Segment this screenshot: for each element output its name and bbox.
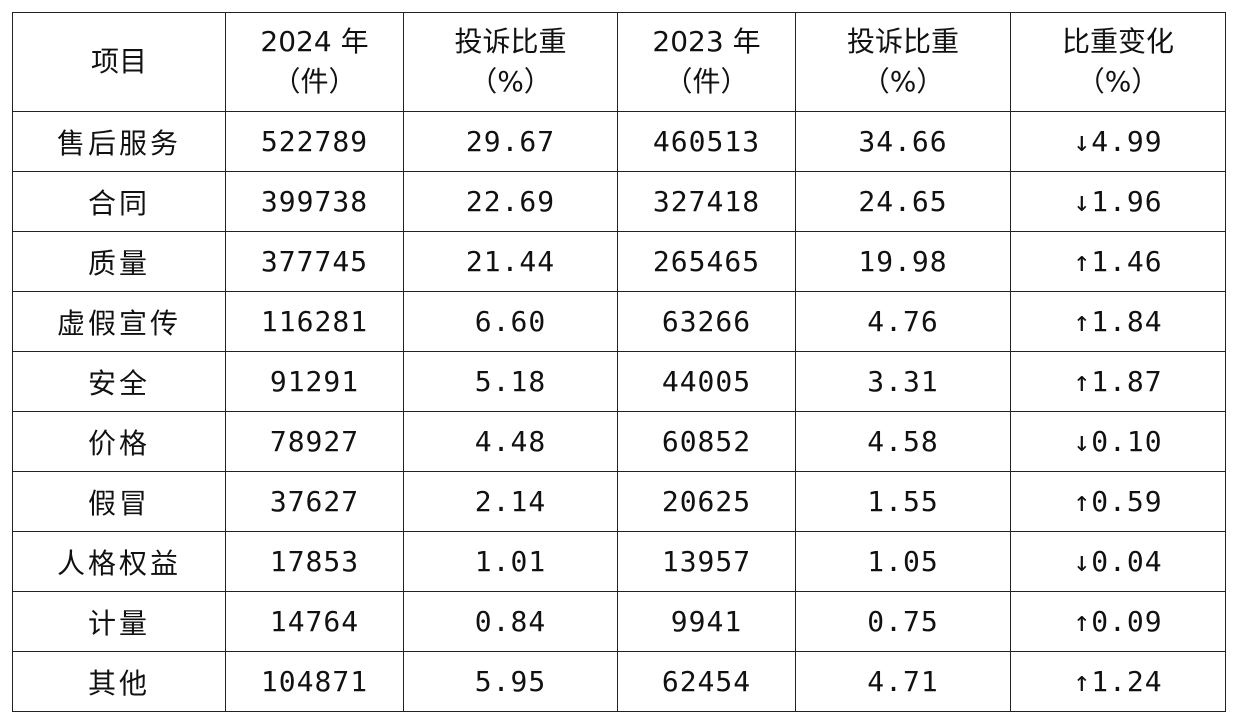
table-cell: 29.67 (403, 111, 618, 172)
header-line: 2024 年 (260, 25, 369, 58)
header-row: 项目 2024 年 （件） 投诉比重 （%） 2023 年 （件） 投诉比重 （%） 比重变化 （%… (12, 12, 1226, 112)
table-container: 项目 2024 年 （件） 投诉比重 （%） 2023 年 （件） 投诉比重 （%） 比重变化 （%… (12, 12, 1226, 712)
table-row: 计量 14764 0.84 9941 0.75 ↑0.09 (12, 591, 1226, 652)
header-line: （%） (469, 65, 552, 98)
table-cell: 37627 (225, 471, 404, 532)
table-cell: 116281 (225, 291, 404, 352)
table-cell: ↑0.09 (1010, 591, 1226, 652)
table-cell: 24.65 (795, 171, 1011, 232)
row-label: 售后服务 (12, 111, 226, 172)
header-line: （件） (272, 65, 357, 98)
table-cell: 91291 (225, 351, 404, 412)
table-cell: 0.84 (403, 591, 618, 652)
table-cell: 1.01 (403, 531, 618, 592)
row-label: 计量 (12, 591, 226, 652)
table-cell: ↓1.96 (1010, 171, 1226, 232)
table-cell: 265465 (617, 231, 796, 292)
table-row: 价格 78927 4.48 60852 4.58 ↓0.10 (12, 411, 1226, 472)
header-cell: 2024 年 （件） (225, 12, 404, 112)
row-label: 价格 (12, 411, 226, 472)
table-cell: 4.76 (795, 291, 1011, 352)
table-cell: ↑1.84 (1010, 291, 1226, 352)
table-cell: 4.71 (795, 651, 1011, 712)
header-line: （%） (861, 65, 945, 98)
table-cell: 19.98 (795, 231, 1011, 292)
header-line: 投诉比重 (454, 25, 567, 58)
table-cell: 1.55 (795, 471, 1011, 532)
table-cell: 63266 (617, 291, 796, 352)
table-cell: 44005 (617, 351, 796, 412)
table-cell: 4.58 (795, 411, 1011, 472)
table-cell: 62454 (617, 651, 796, 712)
table-cell: ↓0.04 (1010, 531, 1226, 592)
table-cell: 17853 (225, 531, 404, 592)
complaint-table: 项目 2024 年 （件） 投诉比重 （%） 2023 年 （件） 投诉比重 （%） 比重变化 （%… (12, 12, 1226, 712)
row-label: 人格权益 (12, 531, 226, 592)
table-cell: 327418 (617, 171, 796, 232)
table-cell: 14764 (225, 591, 404, 652)
row-label: 合同 (12, 171, 226, 232)
table-body: 售后服务 522789 29.67 460513 34.66 ↓4.99 合同 399738 2… (12, 111, 1226, 712)
table-cell: 21.44 (403, 231, 618, 292)
table-cell: 60852 (617, 411, 796, 472)
table-row: 售后服务 522789 29.67 460513 34.66 ↓4.99 (12, 111, 1226, 172)
table-cell: 1.05 (795, 531, 1011, 592)
table-cell: 5.18 (403, 351, 618, 412)
table-cell: 399738 (225, 171, 404, 232)
header-line: 项目 (90, 45, 147, 78)
header-line: （件） (664, 65, 749, 98)
table-cell: ↓4.99 (1010, 111, 1226, 172)
table-cell: ↑1.46 (1010, 231, 1226, 292)
table-cell: 3.31 (795, 351, 1011, 412)
header-line: 投诉比重 (846, 25, 959, 58)
table-cell: 78927 (225, 411, 404, 472)
table-row: 安全 91291 5.18 44005 3.31 ↑1.87 (12, 351, 1226, 412)
header-cell: 比重变化 （%） (1010, 12, 1226, 112)
table-cell: 22.69 (403, 171, 618, 232)
table-row: 其他 104871 5.95 62454 4.71 ↑1.24 (12, 651, 1226, 712)
table-row: 假冒 37627 2.14 20625 1.55 ↑0.59 (12, 471, 1226, 532)
table-cell: 6.60 (403, 291, 618, 352)
table-cell: 460513 (617, 111, 796, 172)
table-cell: 9941 (617, 591, 796, 652)
table-cell: 13957 (617, 531, 796, 592)
header-cell: 投诉比重 （%） (403, 12, 618, 112)
table-row: 质量 377745 21.44 265465 19.98 ↑1.46 (12, 231, 1226, 292)
table-row: 虚假宣传 116281 6.60 63266 4.76 ↑1.84 (12, 291, 1226, 352)
row-label: 其他 (12, 651, 226, 712)
row-label: 质量 (12, 231, 226, 292)
table-cell: ↑1.87 (1010, 351, 1226, 412)
table-cell: 0.75 (795, 591, 1011, 652)
table-cell: 5.95 (403, 651, 618, 712)
table-row: 合同 399738 22.69 327418 24.65 ↓1.96 (12, 171, 1226, 232)
row-label: 安全 (12, 351, 226, 412)
table-cell: 4.48 (403, 411, 618, 472)
table-row: 人格权益 17853 1.01 13957 1.05 ↓0.04 (12, 531, 1226, 592)
table-cell: ↑0.59 (1010, 471, 1226, 532)
row-label: 虚假宣传 (12, 291, 226, 352)
header-cell: 项目 (12, 12, 226, 112)
table-cell: 377745 (225, 231, 404, 292)
row-label: 假冒 (12, 471, 226, 532)
table-cell: 522789 (225, 111, 404, 172)
table-cell: 20625 (617, 471, 796, 532)
table-cell: ↓0.10 (1010, 411, 1226, 472)
table-cell: 104871 (225, 651, 404, 712)
table-cell: ↑1.24 (1010, 651, 1226, 712)
table-header: 项目 2024 年 （件） 投诉比重 （%） 2023 年 （件） 投诉比重 （%） 比重变化 （%… (12, 12, 1226, 112)
header-line: 比重变化 (1061, 25, 1174, 58)
table-cell: 34.66 (795, 111, 1011, 172)
header-line: 2023 年 (652, 25, 761, 58)
header-line: （%） (1076, 65, 1160, 98)
header-cell: 投诉比重 （%） (795, 12, 1011, 112)
header-cell: 2023 年 （件） (617, 12, 796, 112)
table-cell: 2.14 (403, 471, 618, 532)
